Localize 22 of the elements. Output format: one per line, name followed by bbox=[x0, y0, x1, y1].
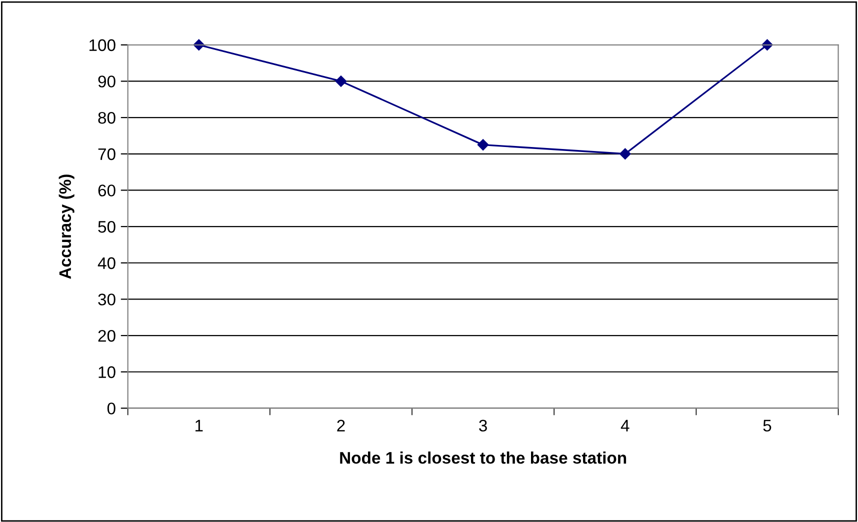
y-tick-label: 80 bbox=[98, 112, 116, 124]
y-tick-label: 70 bbox=[98, 148, 116, 160]
y-tick-label: 20 bbox=[98, 330, 116, 342]
y-tick-label: 50 bbox=[98, 220, 116, 233]
y-tick-label: 10 bbox=[98, 366, 116, 378]
y-axis-title: Accuracy (%) bbox=[58, 174, 74, 279]
x-axis-title: Node 1 is closest to the base station bbox=[340, 452, 626, 464]
x-tick-label: 3 bbox=[479, 420, 487, 432]
point bbox=[620, 148, 631, 160]
x-tick-label: 4 bbox=[620, 420, 630, 432]
y-tick-label: 30 bbox=[98, 294, 116, 306]
x-tick-label: 1 bbox=[196, 420, 203, 432]
x-tick-label: 2 bbox=[337, 420, 345, 432]
point bbox=[762, 39, 773, 50]
y-tick-label: 0 bbox=[107, 402, 116, 414]
point bbox=[335, 76, 347, 87]
y-tick-label: 40 bbox=[98, 257, 116, 270]
y-tick-label: 90 bbox=[98, 76, 116, 88]
x-tick-label: 5 bbox=[763, 420, 772, 432]
point bbox=[477, 139, 489, 150]
y-tick-label: 100 bbox=[90, 39, 116, 52]
y-tick-label: 60 bbox=[98, 184, 116, 196]
